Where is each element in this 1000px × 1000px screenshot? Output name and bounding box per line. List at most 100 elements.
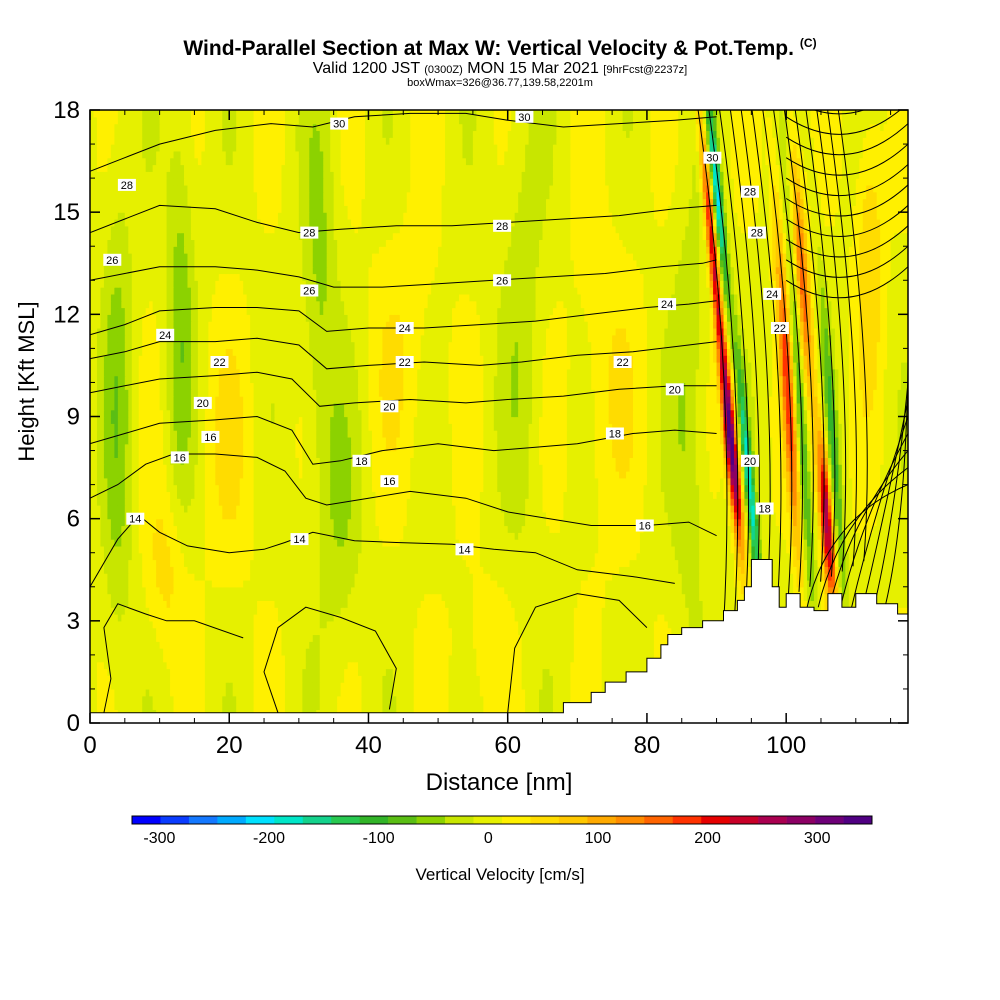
velocity-cell	[247, 655, 251, 662]
velocity-cell	[191, 662, 195, 669]
velocity-cell	[414, 594, 418, 601]
velocity-cell	[466, 689, 470, 696]
velocity-cell	[609, 641, 613, 648]
velocity-cell	[609, 648, 613, 655]
velocity-cell	[838, 580, 842, 587]
velocity-cell	[254, 600, 258, 607]
velocity-cell	[556, 607, 560, 614]
velocity-cell	[598, 607, 602, 614]
velocity-cell	[100, 594, 104, 601]
velocity-cell	[215, 669, 219, 676]
velocity-cell	[153, 580, 157, 587]
velocity-cell	[104, 600, 108, 607]
velocity-cell	[135, 628, 139, 635]
velocity-cell	[379, 703, 383, 710]
velocity-cell	[779, 594, 783, 601]
velocity-cell	[407, 703, 411, 710]
velocity-cell	[149, 628, 153, 635]
velocity-cell	[114, 648, 118, 655]
velocity-cell	[549, 594, 553, 601]
velocity-cell	[313, 580, 317, 587]
velocity-cell	[661, 614, 665, 621]
velocity-cell	[302, 662, 306, 669]
velocity-cell	[261, 600, 265, 607]
velocity-cell	[424, 587, 428, 594]
velocity-cell	[348, 703, 352, 710]
velocity-cell	[351, 628, 355, 635]
velocity-cell	[891, 580, 895, 587]
velocity-cell	[563, 634, 567, 641]
velocity-cell	[278, 669, 282, 676]
velocity-cell	[205, 655, 209, 662]
velocity-cell	[135, 696, 139, 703]
velocity-cell	[438, 580, 442, 587]
velocity-cell	[438, 689, 442, 696]
velocity-cell	[170, 621, 174, 628]
velocity-cell	[518, 689, 522, 696]
velocity-cell	[233, 614, 237, 621]
velocity-cell	[184, 675, 188, 682]
velocity-cell	[389, 641, 393, 648]
velocity-cell	[494, 682, 498, 689]
velocity-cell	[462, 689, 466, 696]
velocity-cell	[543, 655, 547, 662]
velocity-cell	[487, 648, 491, 655]
velocity-cell	[198, 682, 202, 689]
velocity-cell	[386, 634, 390, 641]
velocity-cell	[146, 648, 150, 655]
velocity-cell	[142, 662, 146, 669]
velocity-cell	[574, 696, 578, 703]
velocity-cell	[556, 628, 560, 635]
velocity-cell	[640, 594, 644, 601]
velocity-cell	[473, 580, 477, 587]
velocity-cell	[222, 689, 226, 696]
velocity-cell	[508, 628, 512, 635]
velocity-cell	[205, 607, 209, 614]
velocity-cell	[525, 600, 529, 607]
velocity-cell	[142, 594, 146, 601]
velocity-cell	[522, 662, 526, 669]
velocity-cell	[309, 614, 313, 621]
velocity-cell	[473, 634, 477, 641]
velocity-cell	[431, 587, 435, 594]
velocity-cell	[313, 594, 317, 601]
velocity-cell	[591, 607, 595, 614]
velocity-cell	[121, 682, 125, 689]
velocity-cell	[292, 587, 296, 594]
velocity-cell	[487, 675, 491, 682]
velocity-cell	[327, 621, 331, 628]
velocity-cell	[327, 614, 331, 621]
velocity-cell	[201, 580, 205, 587]
velocity-cell	[327, 600, 331, 607]
velocity-cell	[570, 641, 574, 648]
velocity-cell	[268, 675, 272, 682]
velocity-cell	[567, 689, 571, 696]
velocity-cell	[107, 587, 111, 594]
velocity-cell	[504, 655, 508, 662]
velocity-cell	[445, 600, 449, 607]
velocity-cell	[132, 634, 136, 641]
velocity-cell	[612, 641, 616, 648]
velocity-cell	[553, 607, 557, 614]
velocity-cell	[435, 655, 439, 662]
velocity-cell	[553, 662, 557, 669]
velocity-cell	[449, 628, 453, 635]
velocity-cell	[382, 621, 386, 628]
velocity-cell	[316, 662, 320, 669]
velocity-cell	[281, 628, 285, 635]
velocity-cell	[508, 669, 512, 676]
velocity-cell	[581, 648, 585, 655]
velocity-cell	[476, 641, 480, 648]
velocity-cell	[400, 634, 404, 641]
velocity-cell	[515, 682, 519, 689]
velocity-cell	[281, 594, 285, 601]
velocity-cell	[208, 607, 212, 614]
velocity-cell	[139, 648, 143, 655]
velocity-cell	[741, 580, 745, 587]
velocity-cell	[567, 669, 571, 676]
velocity-cell	[247, 648, 251, 655]
velocity-cell	[170, 662, 174, 669]
velocity-cell	[567, 580, 571, 587]
velocity-cell	[379, 587, 383, 594]
velocity-cell	[560, 634, 564, 641]
